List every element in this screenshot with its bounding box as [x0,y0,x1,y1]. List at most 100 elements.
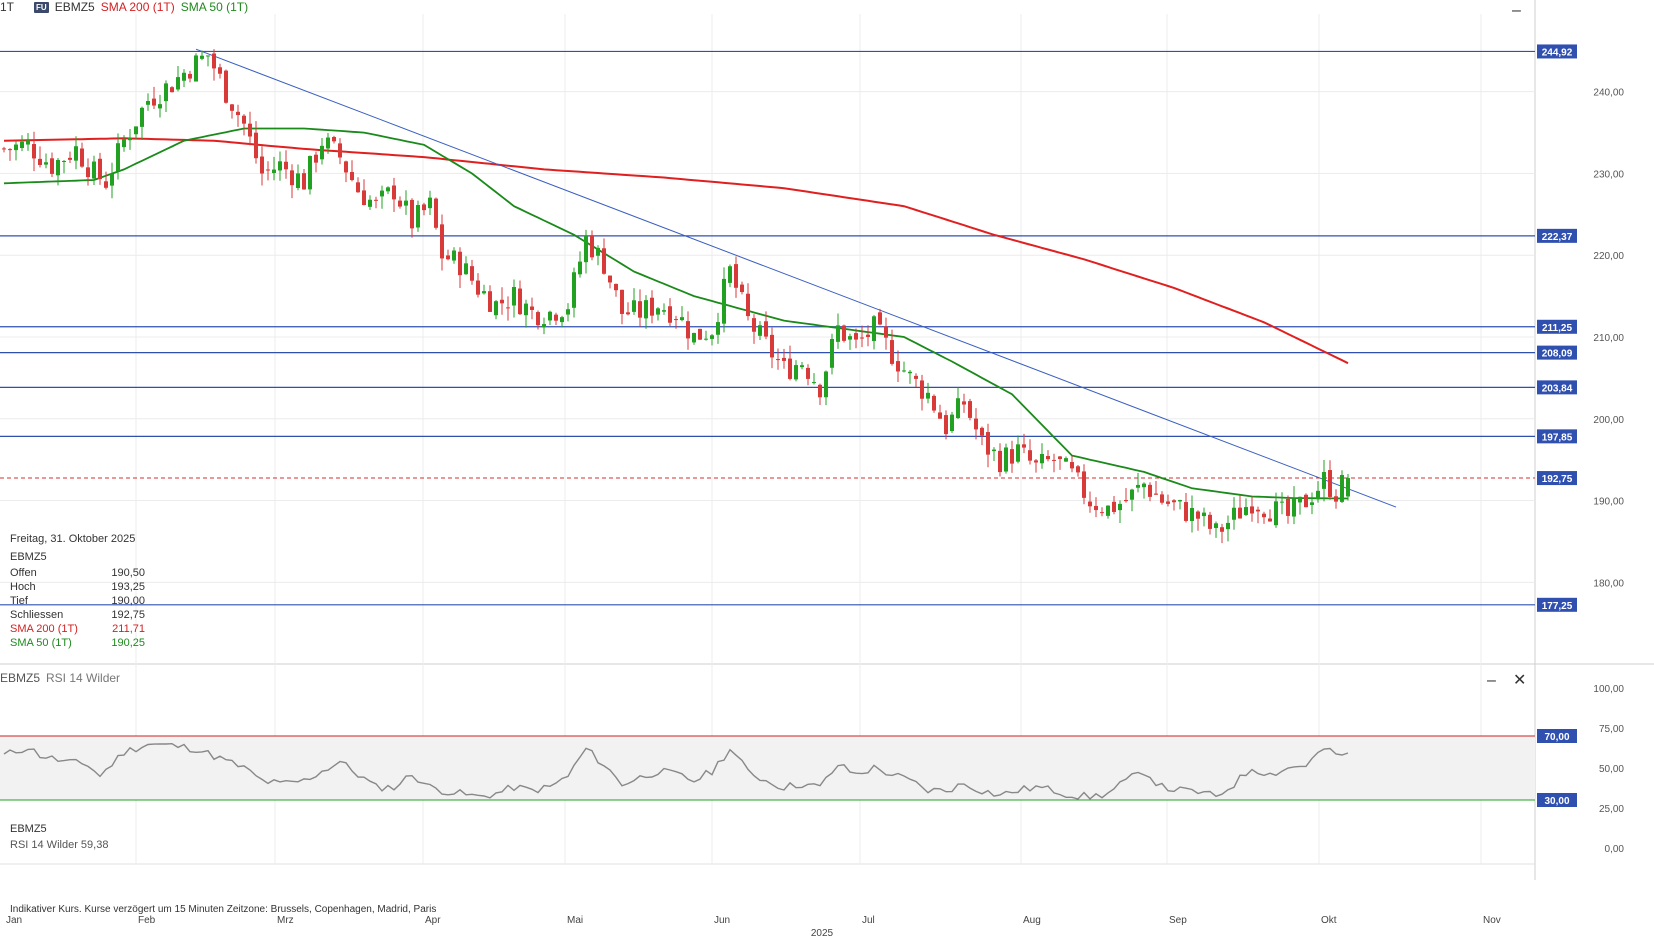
level-tag [1537,429,1577,444]
candle [536,310,540,330]
candle-body [542,324,546,328]
candle-body [1166,501,1170,504]
candle [842,324,846,343]
minimize-rsi-icon[interactable]: – [1487,672,1496,689]
candle-body [50,158,54,174]
rsi-line [3,742,1349,800]
candle-body [74,146,78,161]
candle [1010,440,1014,473]
candle [350,160,354,182]
candle-body [1196,511,1200,519]
rsi-indicator-name[interactable]: RSI 14 Wilder [46,671,121,685]
candle-body [914,375,918,379]
candle [380,185,384,209]
candle-body [1034,460,1038,463]
level-tag-label: 211,25 [1542,323,1572,334]
candle [1172,499,1176,511]
candle-body [1202,512,1206,517]
candle [74,136,78,170]
sma50-legend[interactable]: SMA 50 (1T) [180,0,249,14]
candle-body [290,170,294,186]
candle [626,302,630,316]
candle [1316,481,1320,503]
price-tick-label: 200,00 [1593,415,1624,426]
candle-body [344,161,348,173]
candle-body [170,87,174,93]
candle [1256,506,1260,524]
candle-body [674,319,678,321]
candle [1088,491,1092,513]
candle [128,129,132,150]
candle [776,348,780,370]
candle [428,190,432,216]
candle-body [968,401,972,418]
symbol-label[interactable]: EBMZ5 [54,0,95,14]
candle [98,152,102,185]
level-tag [1537,597,1577,612]
candle [260,146,264,186]
rsi-info-symbol: EBMZ5 [10,823,47,835]
candle-body [692,332,696,343]
info-row-sma50: SMA 50 (1T) 190,25 [10,637,145,649]
candle [368,195,372,210]
candle [878,308,882,326]
rsi-tick-label: 75,00 [1599,724,1624,735]
candle-body [1058,456,1062,459]
candle [560,315,564,328]
candle [416,200,420,232]
candle-body [602,248,606,274]
candle-body [116,143,120,172]
candle-body [764,321,768,337]
candle [1136,472,1140,493]
candle-body [812,382,816,384]
sma200-legend[interactable]: SMA 200 (1T) [100,0,175,14]
candle-body [176,77,180,90]
price-tick-label: 240,00 [1593,88,1624,99]
candle-body [980,427,984,436]
candle-body [560,317,564,323]
price-tick-label: 210,00 [1593,333,1624,344]
candle [662,303,666,315]
candle [686,311,690,350]
candle-body [1244,507,1248,515]
candle [1082,464,1086,505]
candle [470,259,474,285]
candle-body [530,306,534,310]
candle-body [506,307,510,309]
candle-body [1160,494,1164,503]
month-label: Aug [1023,915,1041,926]
candle-body [992,449,996,452]
candle-body [1190,507,1194,521]
candle [1226,515,1230,542]
candle [38,146,42,168]
candle [308,155,312,195]
price-tick-label: 190,00 [1593,497,1624,508]
rsi-symbol[interactable]: EBMZ5 [0,671,41,685]
candle [872,315,876,350]
candle [1166,494,1170,507]
close-rsi-icon[interactable]: ✕ [1513,672,1527,689]
candle-body [356,182,360,193]
level-tag-label: 244,92 [1542,47,1573,58]
candle [1118,500,1122,524]
candle [506,296,510,321]
candle-body [26,140,30,145]
candle-body [1118,503,1122,511]
candle-body [458,251,462,276]
candle [584,229,588,274]
minimize-main-icon[interactable]: – [1512,2,1521,19]
candle-body [392,185,396,200]
candle [692,332,696,345]
candle-body [326,137,330,149]
candle-body [860,337,864,339]
month-label: Jun [714,915,730,926]
delay-footnote: Indikativer Kurs. Kurse verzögert um 15 … [10,904,437,915]
month-label: Feb [138,915,156,926]
candle [854,328,858,349]
candle-body [620,289,624,314]
interval-label[interactable]: 1T [0,0,15,14]
candle [1184,493,1188,523]
level-tag-label: 208,09 [1542,349,1573,360]
candle-body [926,392,930,399]
